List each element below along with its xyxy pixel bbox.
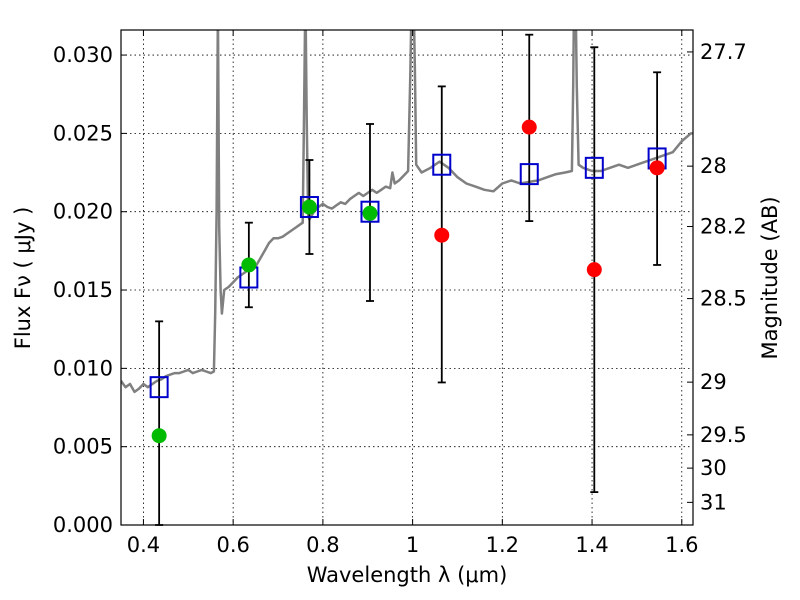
x-axis-title: Wavelength λ (μm) <box>307 563 508 587</box>
x-tick-label: 1.2 <box>486 533 519 557</box>
square-marker <box>360 200 380 223</box>
y-tick-label: 0.030 <box>53 43 113 67</box>
square-marker <box>584 156 604 179</box>
circle-markers <box>151 119 665 444</box>
circle-marker <box>362 205 378 221</box>
y-tick-label: 0.015 <box>53 278 113 302</box>
magnitude-tick-label: 30 <box>700 456 727 480</box>
y-tick-label: 0.010 <box>53 356 113 380</box>
magnitude-tick-label: 28.2 <box>700 215 747 239</box>
circle-marker <box>241 257 257 273</box>
square-marker <box>432 153 452 176</box>
magnitude-axis-ticks: 27.7 28 28.2 28.5 29 29.5 30 31 <box>687 40 747 514</box>
magnitude-tick-label: 28 <box>700 154 727 178</box>
square-marker <box>299 196 319 219</box>
circle-marker <box>521 119 537 135</box>
magnitude-tick-label: 31 <box>700 490 727 514</box>
x-tick-label: 1 <box>406 533 419 557</box>
x-tick-label: 0.4 <box>127 533 160 557</box>
y-tick-label: 0.005 <box>53 435 113 459</box>
square-marker <box>149 376 169 399</box>
magnitude-tick-label: 29.5 <box>700 423 747 447</box>
circle-marker <box>586 262 602 278</box>
y-tick-label: 0.020 <box>53 200 113 224</box>
circle-marker <box>301 199 317 215</box>
x-tick-label: 0.8 <box>306 533 339 557</box>
x-tick-label: 1.6 <box>665 533 698 557</box>
y-tick-label: 0.025 <box>53 121 113 145</box>
circle-marker <box>434 227 450 243</box>
x-tick-label: 0.6 <box>216 533 249 557</box>
square-marker <box>519 163 539 186</box>
square-markers <box>149 147 667 399</box>
plot-frame <box>120 29 694 526</box>
axis-titles: Wavelength λ (μm) Flux Fν ( μJy ) Magnit… <box>11 196 782 587</box>
magnitude-tick-label: 27.7 <box>700 40 747 64</box>
magnitude-tick-label: 29 <box>700 370 727 394</box>
x-axis-ticks: 0.4 0.6 0.8 1 1.2 1.4 1.6 <box>127 30 698 557</box>
spectrum-line <box>121 30 693 394</box>
circle-marker <box>649 160 665 176</box>
circle-marker <box>151 428 167 444</box>
plot-background <box>121 30 693 525</box>
magnitude-axis-title: Magnitude (AB) <box>758 196 782 359</box>
x-tick-label: 1.4 <box>575 533 608 557</box>
y-tick-label: 0.000 <box>53 513 113 537</box>
model-spectrum <box>121 30 693 394</box>
y-axis-title: Flux Fν ( μJy ) <box>11 207 35 350</box>
magnitude-tick-label: 28.5 <box>700 287 747 311</box>
y-axis-ticks: 0.000 0.005 0.010 0.015 0.020 0.025 0.030 <box>53 43 127 537</box>
